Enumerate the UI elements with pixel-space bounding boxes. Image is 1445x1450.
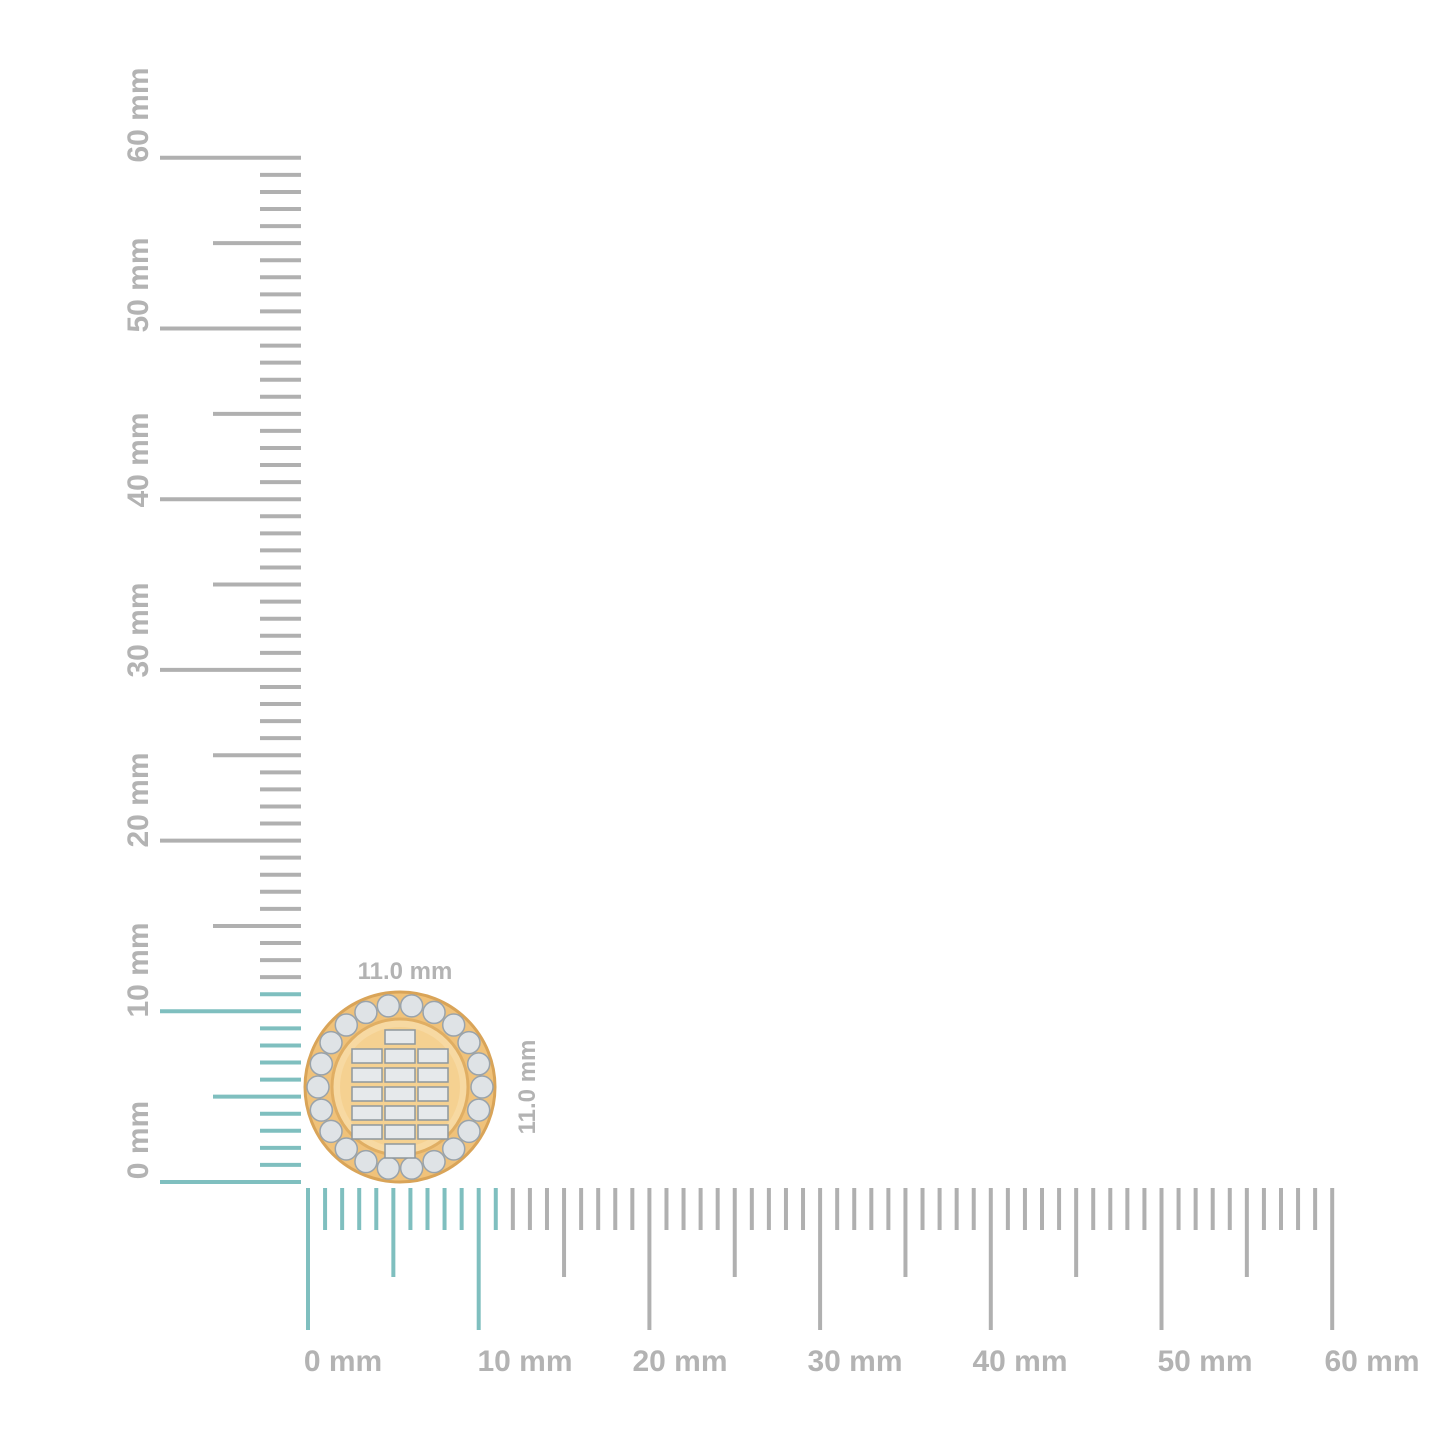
stone: [441, 1137, 466, 1161]
y-label: 50 mm: [122, 237, 155, 332]
baguette: [417, 1124, 449, 1140]
x-label: 40 mm: [972, 1345, 1067, 1378]
baguette: [351, 1105, 383, 1121]
baguette: [384, 1029, 416, 1045]
x-label: 50 mm: [1157, 1345, 1252, 1378]
stone: [309, 1052, 334, 1076]
y-label: 20 mm: [122, 752, 155, 847]
baguette: [384, 1048, 416, 1064]
baguette: [351, 1048, 383, 1064]
x-label: 30 mm: [807, 1345, 902, 1378]
x-label: 60 mm: [1324, 1345, 1419, 1378]
x-label: 10 mm: [477, 1345, 572, 1378]
stone: [422, 1000, 446, 1025]
stone: [441, 1013, 466, 1037]
y-label: 40 mm: [122, 412, 155, 507]
x-label: 0 mm: [304, 1345, 382, 1378]
width-label: 11.0 mm: [358, 958, 453, 985]
y-label: 30 mm: [122, 582, 155, 677]
stone: [334, 1137, 359, 1161]
baguette: [351, 1124, 383, 1140]
stone: [457, 1030, 481, 1055]
stone: [457, 1119, 481, 1144]
stone: [309, 1098, 334, 1122]
baguette: [384, 1143, 416, 1159]
baguette: [351, 1086, 383, 1102]
stone: [466, 1098, 491, 1122]
stone: [422, 1149, 446, 1174]
stone: [354, 1149, 378, 1174]
baguette: [351, 1067, 383, 1083]
baguette: [417, 1086, 449, 1102]
stone: [466, 1052, 491, 1076]
stone: [319, 1119, 343, 1144]
ruler-ticks: [160, 155, 1335, 1330]
baguette: [384, 1105, 416, 1121]
stone: [319, 1030, 343, 1055]
baguette: [384, 1086, 416, 1102]
stone: [354, 1000, 378, 1025]
y-label: 0 mm: [122, 1101, 155, 1179]
baguette: [417, 1105, 449, 1121]
baguette: [417, 1048, 449, 1064]
stone: [470, 1075, 494, 1099]
height-label: 11.0 mm: [514, 1040, 541, 1135]
baguette: [384, 1067, 416, 1083]
stone: [399, 1156, 424, 1180]
y-label: 10 mm: [122, 922, 155, 1017]
earring: [303, 990, 497, 1184]
baguette: [417, 1067, 449, 1083]
x-label: 20 mm: [632, 1345, 727, 1378]
stone: [399, 994, 424, 1018]
stone: [334, 1013, 359, 1037]
y-label: 60 mm: [122, 67, 155, 162]
stone: [306, 1075, 330, 1099]
stone: [376, 994, 401, 1018]
baguette: [384, 1124, 416, 1140]
stone: [376, 1156, 401, 1180]
